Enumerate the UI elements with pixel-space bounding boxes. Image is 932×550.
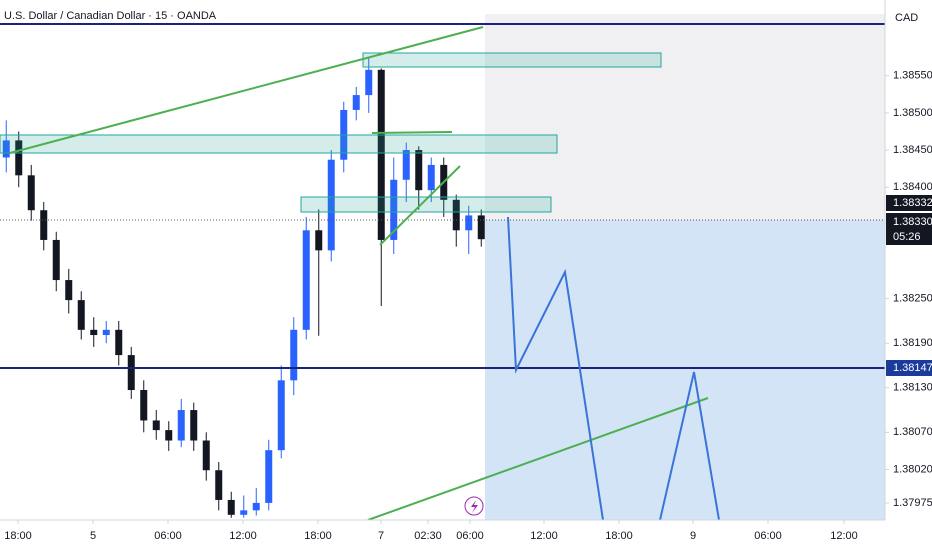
x-tick-label: 06:00 — [456, 530, 484, 542]
candle-body — [252, 502, 260, 511]
x-tick-label: 02:30 — [414, 530, 442, 542]
zone — [362, 52, 662, 68]
projection — [659, 371, 720, 521]
candle-body — [327, 159, 335, 251]
candle-body — [315, 230, 323, 251]
candle-body — [302, 230, 310, 330]
candle-body — [140, 390, 148, 421]
candle-body — [240, 510, 248, 515]
x-tick-label: 9 — [690, 530, 696, 542]
x-tick-label: 12:00 — [530, 530, 558, 542]
y-tick-label: 1.38400 — [893, 181, 932, 193]
current-price: 1.38330 — [893, 216, 932, 228]
last-price: 1.38332 — [893, 197, 932, 209]
event-icon-bolt — [471, 500, 478, 513]
candle-body — [277, 380, 285, 451]
current-price-tag — [886, 213, 932, 245]
y-tick-label: 1.38450 — [893, 144, 932, 156]
y-tick-label: 1.38070 — [893, 426, 932, 438]
candle-body — [27, 175, 35, 211]
x-tick-label: 06:00 — [154, 530, 182, 542]
candle-body — [190, 410, 198, 441]
candle-body — [127, 355, 135, 390]
x-tick-label: 18:00 — [4, 530, 32, 542]
zone — [300, 196, 552, 213]
y-tick-label: 1.38020 — [893, 463, 932, 475]
candle-body — [465, 215, 473, 231]
candle-body — [165, 430, 173, 441]
x-tick-label: 06:00 — [754, 530, 782, 542]
y-tick-label: 1.37975 — [893, 497, 932, 509]
y-tick-label: 1.38190 — [893, 337, 932, 349]
trend-lines — [9, 26, 709, 521]
x-tick-label: 18:00 — [605, 530, 633, 542]
y-axis: 1.38550 1.38500 1.38450 1.38400 1.38250 1.381… — [885, 70, 932, 509]
projection — [507, 216, 604, 521]
candle-body — [427, 164, 435, 191]
x-axis: 18:00 5 06:00 12:00 18:00 7 02:30 06:00 12:00 18:… — [4, 520, 858, 542]
candle-body — [115, 329, 123, 356]
candle-body — [477, 215, 485, 240]
candle-body — [77, 300, 85, 330]
level-tag — [886, 360, 932, 376]
candle-body — [40, 210, 48, 240]
zone — [0, 134, 558, 154]
candle-body — [415, 150, 423, 191]
x-tick-label: 7 — [378, 530, 384, 542]
candles — [2, 57, 485, 518]
price-axis — [885, 0, 932, 550]
candle-body — [390, 179, 398, 240]
candle-body — [90, 329, 98, 336]
candle-body — [227, 499, 235, 515]
candle-body — [365, 69, 373, 96]
candle-body — [52, 239, 60, 281]
candle-body — [290, 329, 298, 381]
x-tick-label: 18:00 — [304, 530, 332, 542]
currency: CAD — [895, 12, 918, 24]
candle-body — [377, 69, 385, 240]
countdown: 05:26 — [893, 231, 921, 243]
candle-body — [65, 280, 73, 301]
candle-body — [102, 329, 110, 336]
candle-body — [452, 199, 460, 231]
candle-body — [352, 95, 360, 110]
candle-body — [15, 140, 23, 176]
candle-body — [215, 470, 223, 500]
candle-body — [202, 440, 210, 471]
candle-body — [177, 410, 185, 441]
y-tick-label: 1.38130 — [893, 382, 932, 394]
x-tick-label: 5 — [90, 530, 96, 542]
target-zone — [485, 220, 885, 520]
candle-body — [152, 420, 160, 431]
candle-body — [402, 150, 410, 180]
last-price-tag — [886, 195, 932, 211]
stop-zone — [485, 14, 885, 220]
level-price: 1.38147 — [893, 362, 932, 374]
candle-body — [265, 450, 273, 503]
time-axis — [0, 520, 932, 550]
y-tick-label: 1.38250 — [893, 293, 932, 305]
x-tick-label: 12:00 — [830, 530, 858, 542]
y-tick-label: 1.38550 — [893, 70, 932, 82]
candle-body — [2, 140, 10, 158]
symbol-title: U.S. Dollar / Canadian Dollar · 15 · OAN… — [4, 10, 217, 22]
x-tick-label: 12:00 — [229, 530, 257, 542]
y-tick-label: 1.38500 — [893, 107, 932, 119]
